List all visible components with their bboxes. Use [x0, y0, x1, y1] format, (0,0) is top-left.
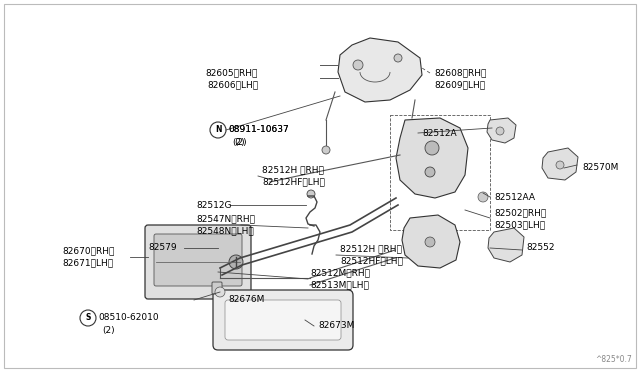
Text: (2): (2): [232, 138, 244, 148]
Text: 82671〈LH〉: 82671〈LH〉: [62, 259, 113, 267]
Text: 82512G: 82512G: [196, 201, 232, 209]
Text: 82552: 82552: [526, 244, 554, 253]
Circle shape: [425, 167, 435, 177]
Circle shape: [307, 190, 315, 198]
Polygon shape: [542, 148, 578, 180]
Text: 82670〈RH〉: 82670〈RH〉: [62, 247, 115, 256]
Text: 82676M: 82676M: [228, 295, 264, 305]
Circle shape: [215, 287, 225, 297]
Text: 82513M〈LH〉: 82513M〈LH〉: [310, 280, 369, 289]
FancyBboxPatch shape: [213, 290, 353, 350]
Polygon shape: [488, 228, 524, 262]
Circle shape: [353, 60, 363, 70]
Circle shape: [556, 161, 564, 169]
Text: (2): (2): [234, 138, 246, 148]
Text: 82503〈LH〉: 82503〈LH〉: [494, 221, 545, 230]
Text: 82673M: 82673M: [318, 321, 355, 330]
Circle shape: [394, 54, 402, 62]
Text: 82512HF〈LH〉: 82512HF〈LH〉: [340, 257, 403, 266]
Text: 82547N〈RH〉: 82547N〈RH〉: [196, 215, 255, 224]
Text: 08510-62010: 08510-62010: [98, 314, 159, 323]
Text: 82609〈LH〉: 82609〈LH〉: [434, 80, 485, 90]
Text: 82512AA: 82512AA: [494, 192, 535, 202]
Bar: [390, 115, 490, 230]
Text: 82512M〈RH〉: 82512M〈RH〉: [310, 269, 370, 278]
Polygon shape: [487, 118, 516, 143]
Text: N: N: [215, 125, 221, 135]
Circle shape: [425, 237, 435, 247]
Polygon shape: [402, 215, 460, 268]
Circle shape: [229, 255, 243, 269]
Text: 82570M: 82570M: [582, 164, 618, 173]
Text: 82548N〈LH〉: 82548N〈LH〉: [196, 227, 253, 235]
Text: 82502〈RH〉: 82502〈RH〉: [494, 208, 547, 218]
Circle shape: [425, 141, 439, 155]
FancyBboxPatch shape: [225, 300, 341, 340]
Text: 82512HF〈LH〉: 82512HF〈LH〉: [262, 177, 325, 186]
Circle shape: [322, 146, 330, 154]
Text: S: S: [85, 314, 91, 323]
Text: ^825*0.7: ^825*0.7: [595, 355, 632, 364]
Text: 08911-10637: 08911-10637: [228, 125, 289, 135]
Polygon shape: [396, 118, 468, 198]
Text: 82512A: 82512A: [422, 128, 456, 138]
Text: 82608〈RH〉: 82608〈RH〉: [434, 68, 486, 77]
Circle shape: [496, 127, 504, 135]
Text: 82579: 82579: [148, 244, 177, 253]
Circle shape: [478, 192, 488, 202]
Text: 82605〈RH〉: 82605〈RH〉: [205, 68, 258, 77]
Text: 82512H 〈RH〉: 82512H 〈RH〉: [262, 166, 324, 174]
Polygon shape: [338, 38, 422, 102]
Text: 08911-10637: 08911-10637: [228, 125, 289, 135]
FancyBboxPatch shape: [145, 225, 251, 299]
Text: 82512H 〈RH〉: 82512H 〈RH〉: [340, 244, 402, 253]
Circle shape: [210, 122, 226, 138]
FancyBboxPatch shape: [212, 282, 222, 294]
Circle shape: [80, 310, 96, 326]
Text: (2): (2): [102, 326, 115, 334]
FancyBboxPatch shape: [154, 234, 242, 286]
Text: 82606〈LH〉: 82606〈LH〉: [207, 80, 258, 90]
Ellipse shape: [219, 242, 237, 254]
